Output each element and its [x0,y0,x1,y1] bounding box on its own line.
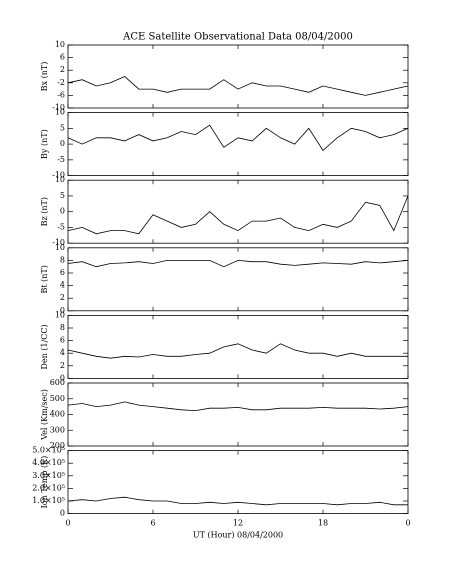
y-tick-label: 0 [60,207,65,216]
y-tick-label: -10 [52,103,65,112]
y-axis-label: Bx (nT) [40,62,49,92]
x-tick-label: 0 [65,519,70,528]
data-line [67,343,408,359]
y-axis-label: Bt (nT) [40,265,49,293]
panel-frame [67,314,409,379]
panel-frame [67,450,409,515]
y-tick-label: -2 [57,78,65,87]
y-tick-label: 10 [55,243,65,252]
data-line [67,259,409,268]
y-tick-label: 10 [55,40,65,49]
data-line [67,195,409,235]
y-tick-label: 10 [55,108,65,117]
y-tick-label: 4.0×10⁵ [32,458,65,467]
y-tick-label: 8 [60,323,65,332]
y-axis-label: Ion Temp (K) [40,456,49,509]
y-tick-label: 5 [60,191,65,200]
y-tick-label: 10 [55,310,65,319]
y-tick-label: 10 [55,175,65,184]
panel-frame [67,179,409,244]
panel-frame [67,112,409,176]
y-tick-label: 400 [50,410,65,419]
x-tick-label: 18 [318,519,328,528]
y-tick-label: -5 [57,222,65,231]
x-tick-label: 6 [150,519,155,528]
y-tick-label: -6 [57,90,65,99]
data-line [67,401,409,412]
y-axis-label: Bz (nT) [40,197,49,226]
panel-frame [67,382,409,447]
y-tick-label: 1.0×10⁵ [32,496,65,505]
y-tick-label: 2.0×10⁵ [32,483,65,492]
y-tick-label: 2 [60,293,65,302]
y-tick-label: 6 [60,336,65,345]
x-tick-label: 12 [233,519,243,528]
y-tick-label: 0 [60,306,65,315]
x-axis-label: UT (Hour) 08/04/2000 [193,531,283,540]
y-tick-label: 6 [60,53,65,62]
y-axis-label: Vel (Km/sec) [40,389,49,441]
y-tick-label: 0 [60,139,65,148]
y-tick-label: 6 [60,268,65,277]
y-tick-label: 5.0×10⁵ [32,446,65,455]
y-tick-label: 3.0×10⁵ [32,471,65,480]
y-tick-label: 0 [60,373,65,382]
y-tick-label: 8 [60,255,65,264]
data-line [67,76,409,96]
y-tick-label: 4 [60,281,65,290]
y-tick-label: 500 [50,394,65,403]
y-axis-label: By (nT) [40,129,49,159]
y-tick-label: -10 [52,171,65,180]
y-tick-label: -5 [57,155,65,164]
data-line [67,124,409,152]
y-tick-label: 300 [50,425,65,434]
y-tick-label: 2 [60,361,65,370]
y-axis-label: Den (1/CC) [40,324,49,369]
y-tick-label: 600 [50,378,65,387]
panel-frame [67,44,409,109]
x-tick-label: 0 [405,519,410,528]
y-tick-label: 2 [60,65,65,74]
y-tick-label: -10 [52,238,65,247]
y-tick-label: 0 [60,509,65,518]
panel-frame [67,247,409,312]
y-tick-label: 200 [50,441,65,450]
chart-title: ACE Satellite Observational Data 08/04/2… [122,32,353,43]
y-tick-label: 4 [60,348,65,357]
y-tick-label: 5 [60,123,65,132]
data-line [67,496,408,506]
